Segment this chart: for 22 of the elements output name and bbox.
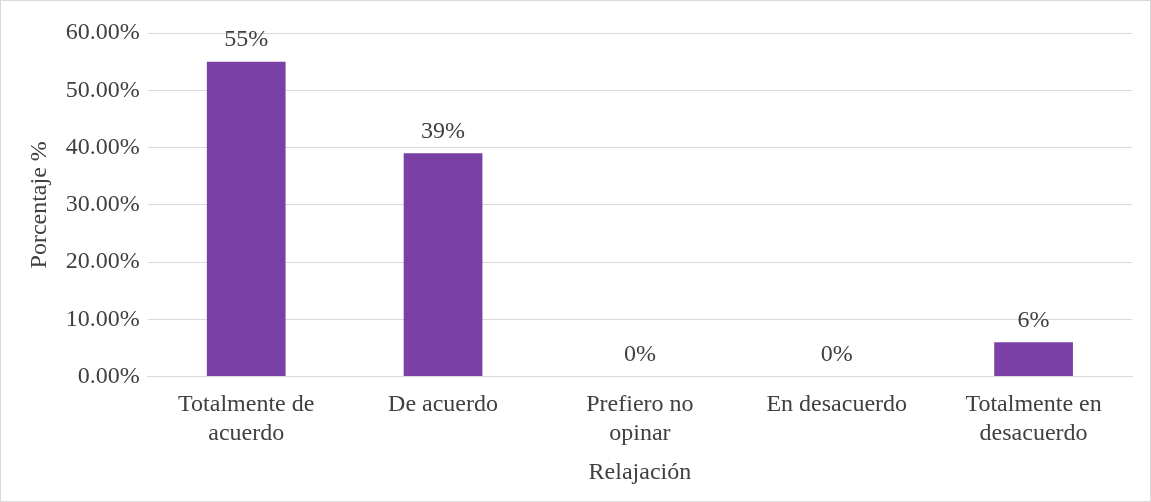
x-tick-label: Totalmente de acuerdo bbox=[178, 390, 315, 446]
y-tick-label: 10.00% bbox=[65, 304, 140, 331]
bar bbox=[994, 342, 1073, 377]
y-axis-title: Porcentaje % bbox=[24, 141, 51, 269]
x-tick-label: Prefiero no opinar bbox=[586, 390, 694, 446]
x-tick-label: De acuerdo bbox=[388, 390, 499, 417]
bar bbox=[403, 153, 483, 377]
data-label: 55% bbox=[224, 24, 269, 51]
y-tick-label: 30.00% bbox=[65, 190, 140, 217]
y-tick-label: 50.00% bbox=[65, 75, 140, 102]
y-tick-label: 40.00% bbox=[65, 132, 140, 159]
y-tick-label: 20.00% bbox=[65, 247, 140, 274]
data-label: 6% bbox=[1017, 305, 1050, 332]
y-tick-label: 0.00% bbox=[77, 361, 140, 388]
data-label: 0% bbox=[820, 339, 853, 366]
x-tick-label: Totalmente en desacuerdo bbox=[965, 390, 1102, 446]
x-tick-label: En desacuerdo bbox=[766, 390, 908, 417]
data-label: 0% bbox=[623, 339, 656, 366]
y-tick-label: 60.00% bbox=[65, 18, 140, 45]
bar bbox=[206, 61, 286, 377]
data-label: 39% bbox=[421, 116, 466, 143]
x-axis-title: Relajación bbox=[588, 457, 692, 484]
